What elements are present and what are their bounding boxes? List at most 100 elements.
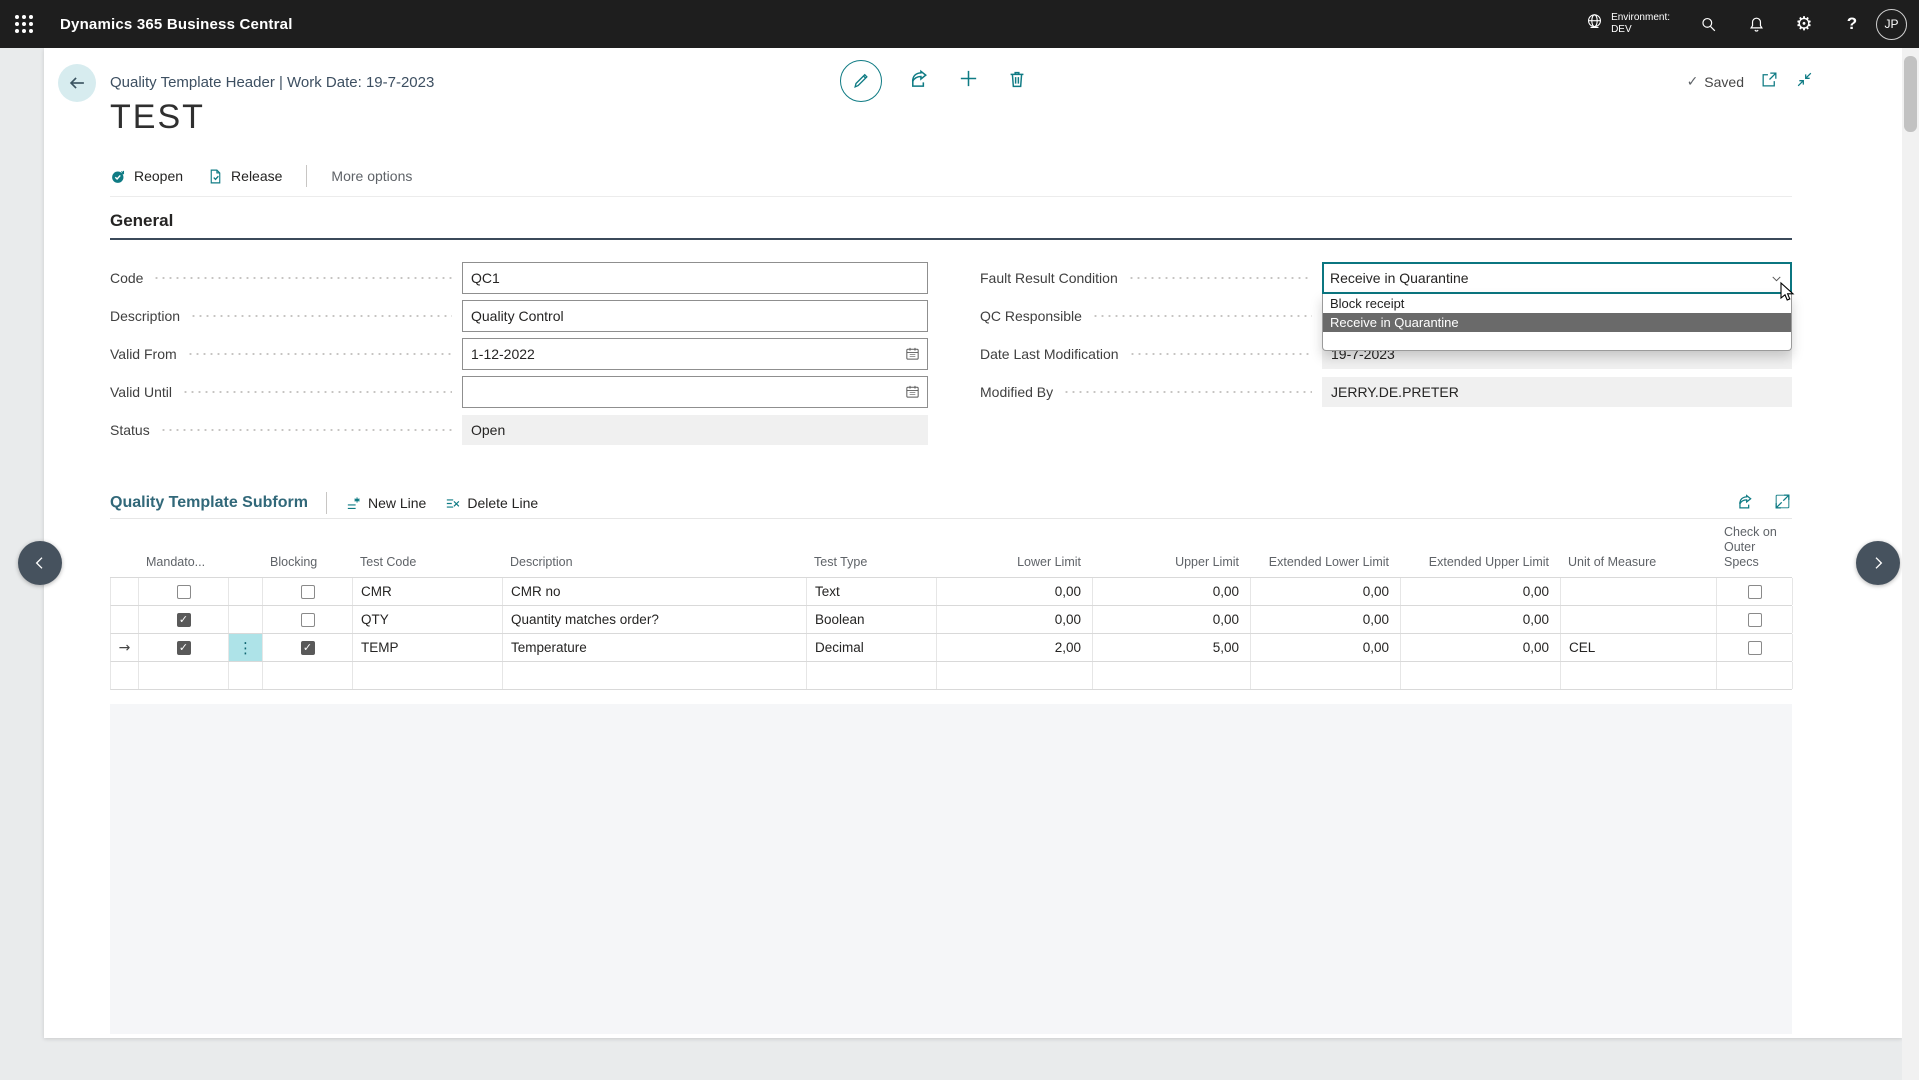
check-outer-checkbox[interactable] (1747, 612, 1762, 627)
vertical-scrollbar[interactable] (1902, 48, 1919, 1080)
more-options-button[interactable]: More options (331, 168, 413, 184)
row-menu-ellipsis-icon[interactable]: ⋮ (238, 638, 253, 657)
check-outer-cell[interactable] (1717, 606, 1793, 633)
calendar-icon[interactable] (904, 383, 921, 405)
delete-record-button[interactable] (1006, 68, 1028, 95)
blocking-cell[interactable] (263, 634, 353, 661)
chevron-down-icon[interactable] (1769, 271, 1784, 286)
lower-limit-cell[interactable]: 2,00 (937, 634, 1093, 661)
upper-limit-cell[interactable]: 0,00 (1093, 578, 1251, 605)
col-check-on-outer-specs[interactable]: Check on Outer Specs (1724, 525, 1777, 569)
notifications-bell-icon[interactable] (1732, 0, 1780, 48)
blocking-checkbox[interactable] (300, 612, 315, 627)
environment-badge[interactable]: Environment: DEV (1571, 0, 1684, 48)
mandatory-cell[interactable] (139, 634, 229, 661)
blocking-cell[interactable] (263, 578, 353, 605)
unit-of-measure-cell[interactable]: CEL (1561, 634, 1717, 661)
dropdown-option-empty[interactable] (1323, 332, 1791, 350)
release-button[interactable]: Release (207, 168, 282, 185)
description-input[interactable] (462, 300, 928, 332)
fault-result-condition-combobox[interactable]: Receive in Quarantine (1322, 262, 1792, 294)
test-code-cell[interactable]: TEMP (353, 634, 503, 661)
new-record-button[interactable] (957, 67, 980, 95)
mandatory-checkbox[interactable] (176, 612, 191, 627)
description-cell[interactable]: Temperature (503, 634, 807, 661)
upper-limit-cell[interactable]: 5,00 (1093, 634, 1251, 661)
col-unit-of-measure[interactable]: Unit of Measure (1568, 555, 1657, 569)
app-title[interactable]: Dynamics 365 Business Central (60, 15, 293, 33)
col-lower-limit[interactable]: Lower Limit (1017, 555, 1081, 569)
check-outer-cell[interactable] (1717, 634, 1793, 661)
extended-lower-limit-cell[interactable]: 0,00 (1251, 634, 1401, 661)
general-section-title[interactable]: General (110, 211, 174, 230)
avatar[interactable]: JP (1876, 8, 1907, 40)
row-menu-cell[interactable]: ⋮ (229, 634, 263, 661)
table-row[interactable]: QTY Quantity matches order? Boolean 0,00… (110, 606, 1793, 634)
col-test-type[interactable]: Test Type (814, 555, 868, 569)
new-line-button[interactable]: New Line (345, 495, 426, 512)
col-extended-upper-limit[interactable]: Extended Upper Limit (1428, 555, 1549, 569)
help-icon[interactable]: ? (1846, 14, 1858, 33)
open-in-new-window-icon[interactable] (1760, 70, 1779, 94)
subform-focus-mode-icon[interactable] (1773, 492, 1792, 516)
unit-of-measure-cell[interactable] (1561, 606, 1717, 633)
col-upper-limit[interactable]: Upper Limit (1175, 555, 1239, 569)
share-button[interactable] (908, 67, 931, 95)
mandatory-cell[interactable] (139, 606, 229, 633)
col-description[interactable]: Description (510, 555, 573, 569)
valid-from-input[interactable] (462, 338, 928, 370)
collapse-icon[interactable] (1795, 70, 1814, 94)
blocking-checkbox[interactable] (300, 640, 315, 655)
lower-limit-cell[interactable]: 0,00 (937, 606, 1093, 633)
extended-lower-limit-cell[interactable]: 0,00 (1251, 606, 1401, 633)
check-outer-checkbox[interactable] (1747, 640, 1762, 655)
breadcrumb[interactable]: Quality Template Header | Work Date: 19-… (110, 74, 435, 91)
scrollbar-thumb[interactable] (1904, 56, 1917, 132)
test-type-cell[interactable]: Decimal (807, 634, 937, 661)
calendar-icon[interactable] (904, 345, 921, 367)
edit-pencil-button[interactable] (840, 60, 882, 102)
check-outer-cell[interactable] (1717, 578, 1793, 605)
mandatory-checkbox[interactable] (176, 640, 191, 655)
subform-title[interactable]: Quality Template Subform (110, 494, 308, 511)
description-cell[interactable]: CMR no (503, 578, 807, 605)
previous-record-button[interactable] (18, 541, 62, 585)
next-record-button[interactable] (1856, 541, 1900, 585)
table-row-empty[interactable] (110, 662, 1793, 690)
extended-upper-limit-cell[interactable]: 0,00 (1401, 634, 1561, 661)
dropdown-option-receive-in-quarantine[interactable]: Receive in Quarantine (1323, 313, 1791, 332)
extended-upper-limit-cell[interactable]: 0,00 (1401, 578, 1561, 605)
check-outer-checkbox[interactable] (1747, 584, 1762, 599)
test-type-cell[interactable]: Text (807, 578, 937, 605)
blocking-checkbox[interactable] (300, 584, 315, 599)
lower-limit-cell[interactable]: 0,00 (937, 578, 1093, 605)
subform-share-icon[interactable] (1736, 492, 1755, 516)
back-button[interactable] (58, 64, 96, 102)
blocking-cell[interactable] (263, 606, 353, 633)
table-row-active[interactable]: → ⋮ TEMP Temperature Decimal 2,00 5,00 0… (110, 634, 1793, 662)
row-menu-cell[interactable] (229, 578, 263, 605)
mandatory-cell[interactable] (139, 578, 229, 605)
col-blocking[interactable]: Blocking (270, 555, 318, 569)
row-menu-cell[interactable] (229, 606, 263, 633)
upper-limit-cell[interactable]: 0,00 (1093, 606, 1251, 633)
dropdown-option-block-receipt[interactable]: Block receipt (1330, 296, 1405, 311)
app-launcher-icon[interactable] (0, 0, 48, 48)
test-code-cell[interactable]: CMR (353, 578, 503, 605)
col-mandatory[interactable]: Mandato... (146, 555, 206, 569)
delete-line-button[interactable]: Delete Line (444, 495, 538, 512)
valid-until-input[interactable] (462, 376, 928, 408)
settings-gear-icon[interactable]: ⚙ (1795, 12, 1813, 35)
col-extended-lower-limit[interactable]: Extended Lower Limit (1268, 555, 1389, 569)
test-type-cell[interactable]: Boolean (807, 606, 937, 633)
test-code-cell[interactable]: QTY (353, 606, 503, 633)
unit-of-measure-cell[interactable] (1561, 578, 1717, 605)
mandatory-checkbox[interactable] (176, 584, 191, 599)
extended-upper-limit-cell[interactable]: 0,00 (1401, 606, 1561, 633)
table-row[interactable]: CMR CMR no Text 0,00 0,00 0,00 0,00 (110, 578, 1793, 606)
code-input[interactable] (462, 262, 928, 294)
col-test-code[interactable]: Test Code (360, 555, 417, 569)
extended-lower-limit-cell[interactable]: 0,00 (1251, 578, 1401, 605)
search-icon[interactable] (1684, 0, 1732, 48)
description-cell[interactable]: Quantity matches order? (503, 606, 807, 633)
